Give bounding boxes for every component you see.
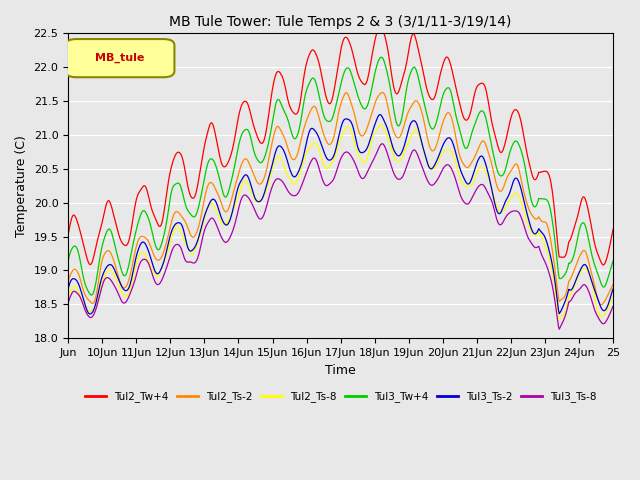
FancyBboxPatch shape — [65, 39, 175, 77]
Legend: Tul2_Tw+4, Tul2_Ts-2, Tul2_Ts-8, Tul3_Tw+4, Tul3_Ts-2, Tul3_Ts-8: Tul2_Tw+4, Tul2_Ts-2, Tul2_Ts-8, Tul3_Tw… — [81, 387, 600, 407]
Text: MB_tule: MB_tule — [95, 53, 145, 63]
Title: MB Tule Tower: Tule Temps 2 & 3 (3/1/11-3/19/14): MB Tule Tower: Tule Temps 2 & 3 (3/1/11-… — [170, 15, 512, 29]
Y-axis label: Temperature (C): Temperature (C) — [15, 135, 28, 237]
X-axis label: Time: Time — [325, 363, 356, 377]
